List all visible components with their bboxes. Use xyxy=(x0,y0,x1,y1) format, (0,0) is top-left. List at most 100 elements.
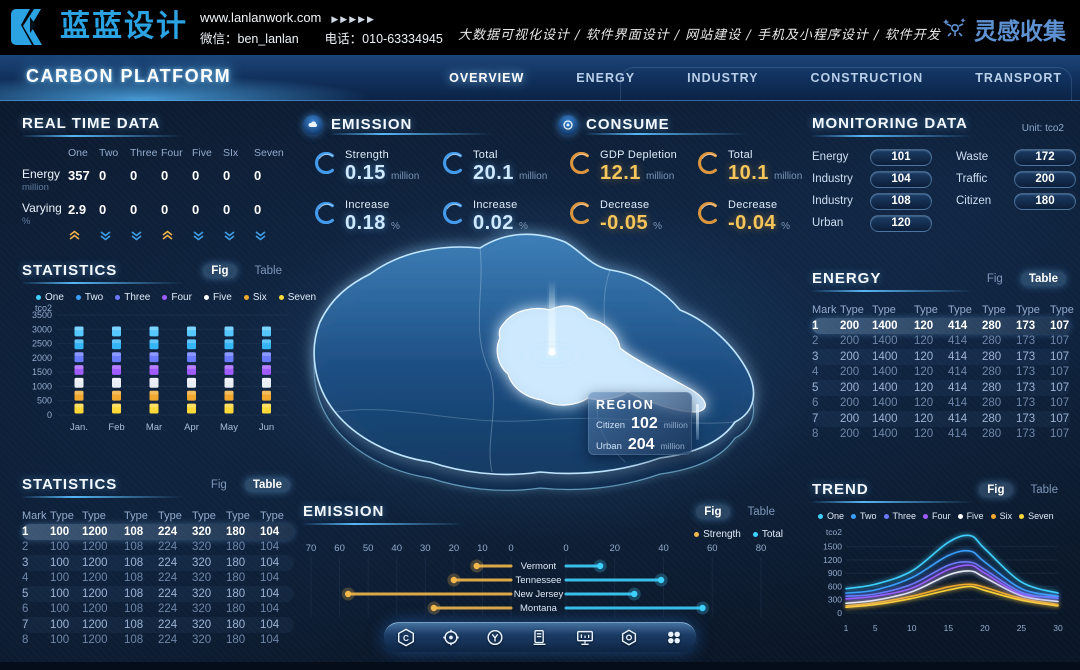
table-row[interactable]: 1 200 1400 120 414 280 173 107 xyxy=(812,318,1070,334)
circle-y-icon[interactable] xyxy=(484,628,506,648)
svg-text:Montana: Montana xyxy=(520,603,558,614)
table-cell: 120 xyxy=(914,366,934,379)
monitoring-row: Traffic 200 xyxy=(956,170,1076,188)
table-cell: 104 xyxy=(260,618,280,631)
inspiration-collect[interactable]: 灵感收集 xyxy=(942,12,1066,46)
metric-unit: million xyxy=(645,171,675,182)
tab-fig[interactable]: Fig xyxy=(203,264,237,278)
brand-website[interactable]: www.lanlanwork.com xyxy=(200,10,322,25)
table-row[interactable]: 5 100 1200 108 224 320 180 104 xyxy=(22,586,294,602)
tab-fig[interactable]: Fig xyxy=(979,483,1013,497)
metric: Total 20.1 million xyxy=(443,149,565,185)
legend-item[interactable]: Five xyxy=(957,511,984,521)
tab-table[interactable]: Table xyxy=(244,478,290,492)
legend-item[interactable]: Three xyxy=(883,511,916,521)
table-cell: 1200 xyxy=(82,618,108,631)
monitoring-label: Urban xyxy=(812,217,844,229)
brand-logo[interactable]: 蓝蓝设计 xyxy=(10,7,188,47)
monitoring-label: Energy xyxy=(812,151,849,163)
table-row[interactable]: 7 200 1400 120 414 280 173 107 xyxy=(812,411,1070,427)
table-row[interactable]: 3 100 1200 108 224 320 180 104 xyxy=(22,555,294,571)
table-cell: 173 xyxy=(1016,381,1036,394)
table-row[interactable]: 7 100 1200 108 224 320 180 104 xyxy=(22,617,294,633)
svg-text:30: 30 xyxy=(420,543,431,554)
trend-panel: TREND Fig Table One Two Three Four Five Six Sev… xyxy=(812,481,1070,644)
tab-fig[interactable]: Fig xyxy=(696,505,730,519)
app-grid-icon[interactable] xyxy=(663,628,685,648)
map-border-line xyxy=(478,247,495,473)
tab-table[interactable]: Table xyxy=(747,506,776,518)
realtime-value: 0 xyxy=(99,202,107,217)
legend-item[interactable]: Total xyxy=(752,529,783,540)
table-row[interactable]: 6 200 1400 120 414 280 173 107 xyxy=(812,396,1070,412)
table-cell: 107 xyxy=(1050,428,1070,441)
metric-label: Strength xyxy=(345,149,389,161)
table-cell: 100 xyxy=(50,525,70,538)
column-header: Seven xyxy=(254,147,284,159)
legend-item[interactable]: Four xyxy=(162,292,192,303)
legend-item[interactable]: Seven xyxy=(1019,511,1054,521)
realtime-value: 0 xyxy=(161,202,169,217)
table-cell: 3 xyxy=(812,350,819,363)
tab-table[interactable]: Table xyxy=(1020,272,1066,286)
table-cell: 180 xyxy=(226,525,246,538)
legend-item[interactable]: Strength xyxy=(694,529,741,540)
legend-item[interactable]: Six xyxy=(990,511,1012,521)
nav-menu: OVERVIEW ENERGY INDUSTRY CONSTRUCTION TRANSP… xyxy=(449,55,1062,101)
legend-dot xyxy=(278,295,284,300)
nav-item-energy[interactable]: ENERGY xyxy=(576,71,636,85)
table-row[interactable]: 5 200 1400 120 414 280 173 107 xyxy=(812,380,1070,396)
unit-label: Unit: tco2 xyxy=(1021,123,1064,134)
gear-icon[interactable] xyxy=(440,628,462,648)
hexagon-c-icon[interactable]: C xyxy=(395,628,417,648)
table-cell: 1 xyxy=(22,525,29,538)
svg-text:40: 40 xyxy=(658,543,669,554)
legend-item[interactable]: One xyxy=(36,292,64,303)
metric: GDP Depletion 12.1 million xyxy=(570,149,698,185)
table-cell: 120 xyxy=(914,319,934,332)
table-row[interactable]: 8 100 1200 108 224 320 180 104 xyxy=(22,633,294,649)
legend-item[interactable]: Four xyxy=(923,511,951,521)
metric-value: 0.18 xyxy=(345,212,386,234)
legend-item[interactable]: Five xyxy=(203,292,232,303)
table-row[interactable]: 1 100 1200 108 224 320 180 104 xyxy=(22,524,294,540)
table-cell: 1200 xyxy=(82,587,108,600)
table-row[interactable]: 2 100 1200 108 224 320 180 104 xyxy=(22,540,294,556)
charging-station-icon[interactable] xyxy=(529,628,551,648)
table-cell: 200 xyxy=(840,381,860,394)
svg-text:20: 20 xyxy=(609,543,620,554)
table-row[interactable]: 3 200 1400 120 414 280 173 107 xyxy=(812,349,1070,365)
nav-item-industry[interactable]: INDUSTRY xyxy=(687,71,759,85)
table-row[interactable]: 4 200 1400 120 414 280 173 107 xyxy=(812,365,1070,381)
legend-item[interactable]: One xyxy=(818,511,844,521)
footer-strip xyxy=(0,662,1080,670)
table-cell: 7 xyxy=(812,412,819,425)
table-row[interactable]: 8 200 1400 120 414 280 173 107 xyxy=(812,427,1070,443)
legend-dot xyxy=(162,295,168,300)
page-title: CARBON PLATFORM xyxy=(26,66,232,86)
tab-table[interactable]: Table xyxy=(254,265,283,277)
svg-text:New Jersey: New Jersey xyxy=(514,589,564,600)
table-row[interactable]: 6 100 1200 108 224 320 180 104 xyxy=(22,602,294,618)
nav-item-overview[interactable]: OVERVIEW xyxy=(449,71,525,85)
legend-item[interactable]: Two xyxy=(851,511,877,521)
legend-item[interactable]: Two xyxy=(75,292,103,303)
nut-icon[interactable] xyxy=(618,628,640,648)
nav-item-transport[interactable]: TRANSPORT xyxy=(975,71,1062,85)
legend-item[interactable]: Six xyxy=(243,292,267,303)
metric: Increase 0.02% xyxy=(443,199,565,235)
legend-dot xyxy=(203,295,209,300)
region-map[interactable] xyxy=(280,222,800,507)
table-row[interactable]: 2 200 1400 120 414 280 173 107 xyxy=(812,334,1070,350)
tab-fig[interactable]: Fig xyxy=(210,479,227,491)
legend-label: Seven xyxy=(1028,511,1054,521)
tab-table[interactable]: Table xyxy=(1030,484,1059,496)
legend-item[interactable]: Three xyxy=(115,292,150,303)
monitor-icon[interactable] xyxy=(574,628,596,648)
tab-fig[interactable]: Fig xyxy=(986,273,1003,285)
table-row[interactable]: 4 100 1200 108 224 320 180 104 xyxy=(22,571,294,587)
legend-item[interactable]: Seven xyxy=(278,292,316,303)
map-pulse-marker[interactable] xyxy=(520,280,584,369)
nav-item-construction[interactable]: CONSTRUCTION xyxy=(810,71,924,85)
table-cell: 1400 xyxy=(872,350,898,363)
